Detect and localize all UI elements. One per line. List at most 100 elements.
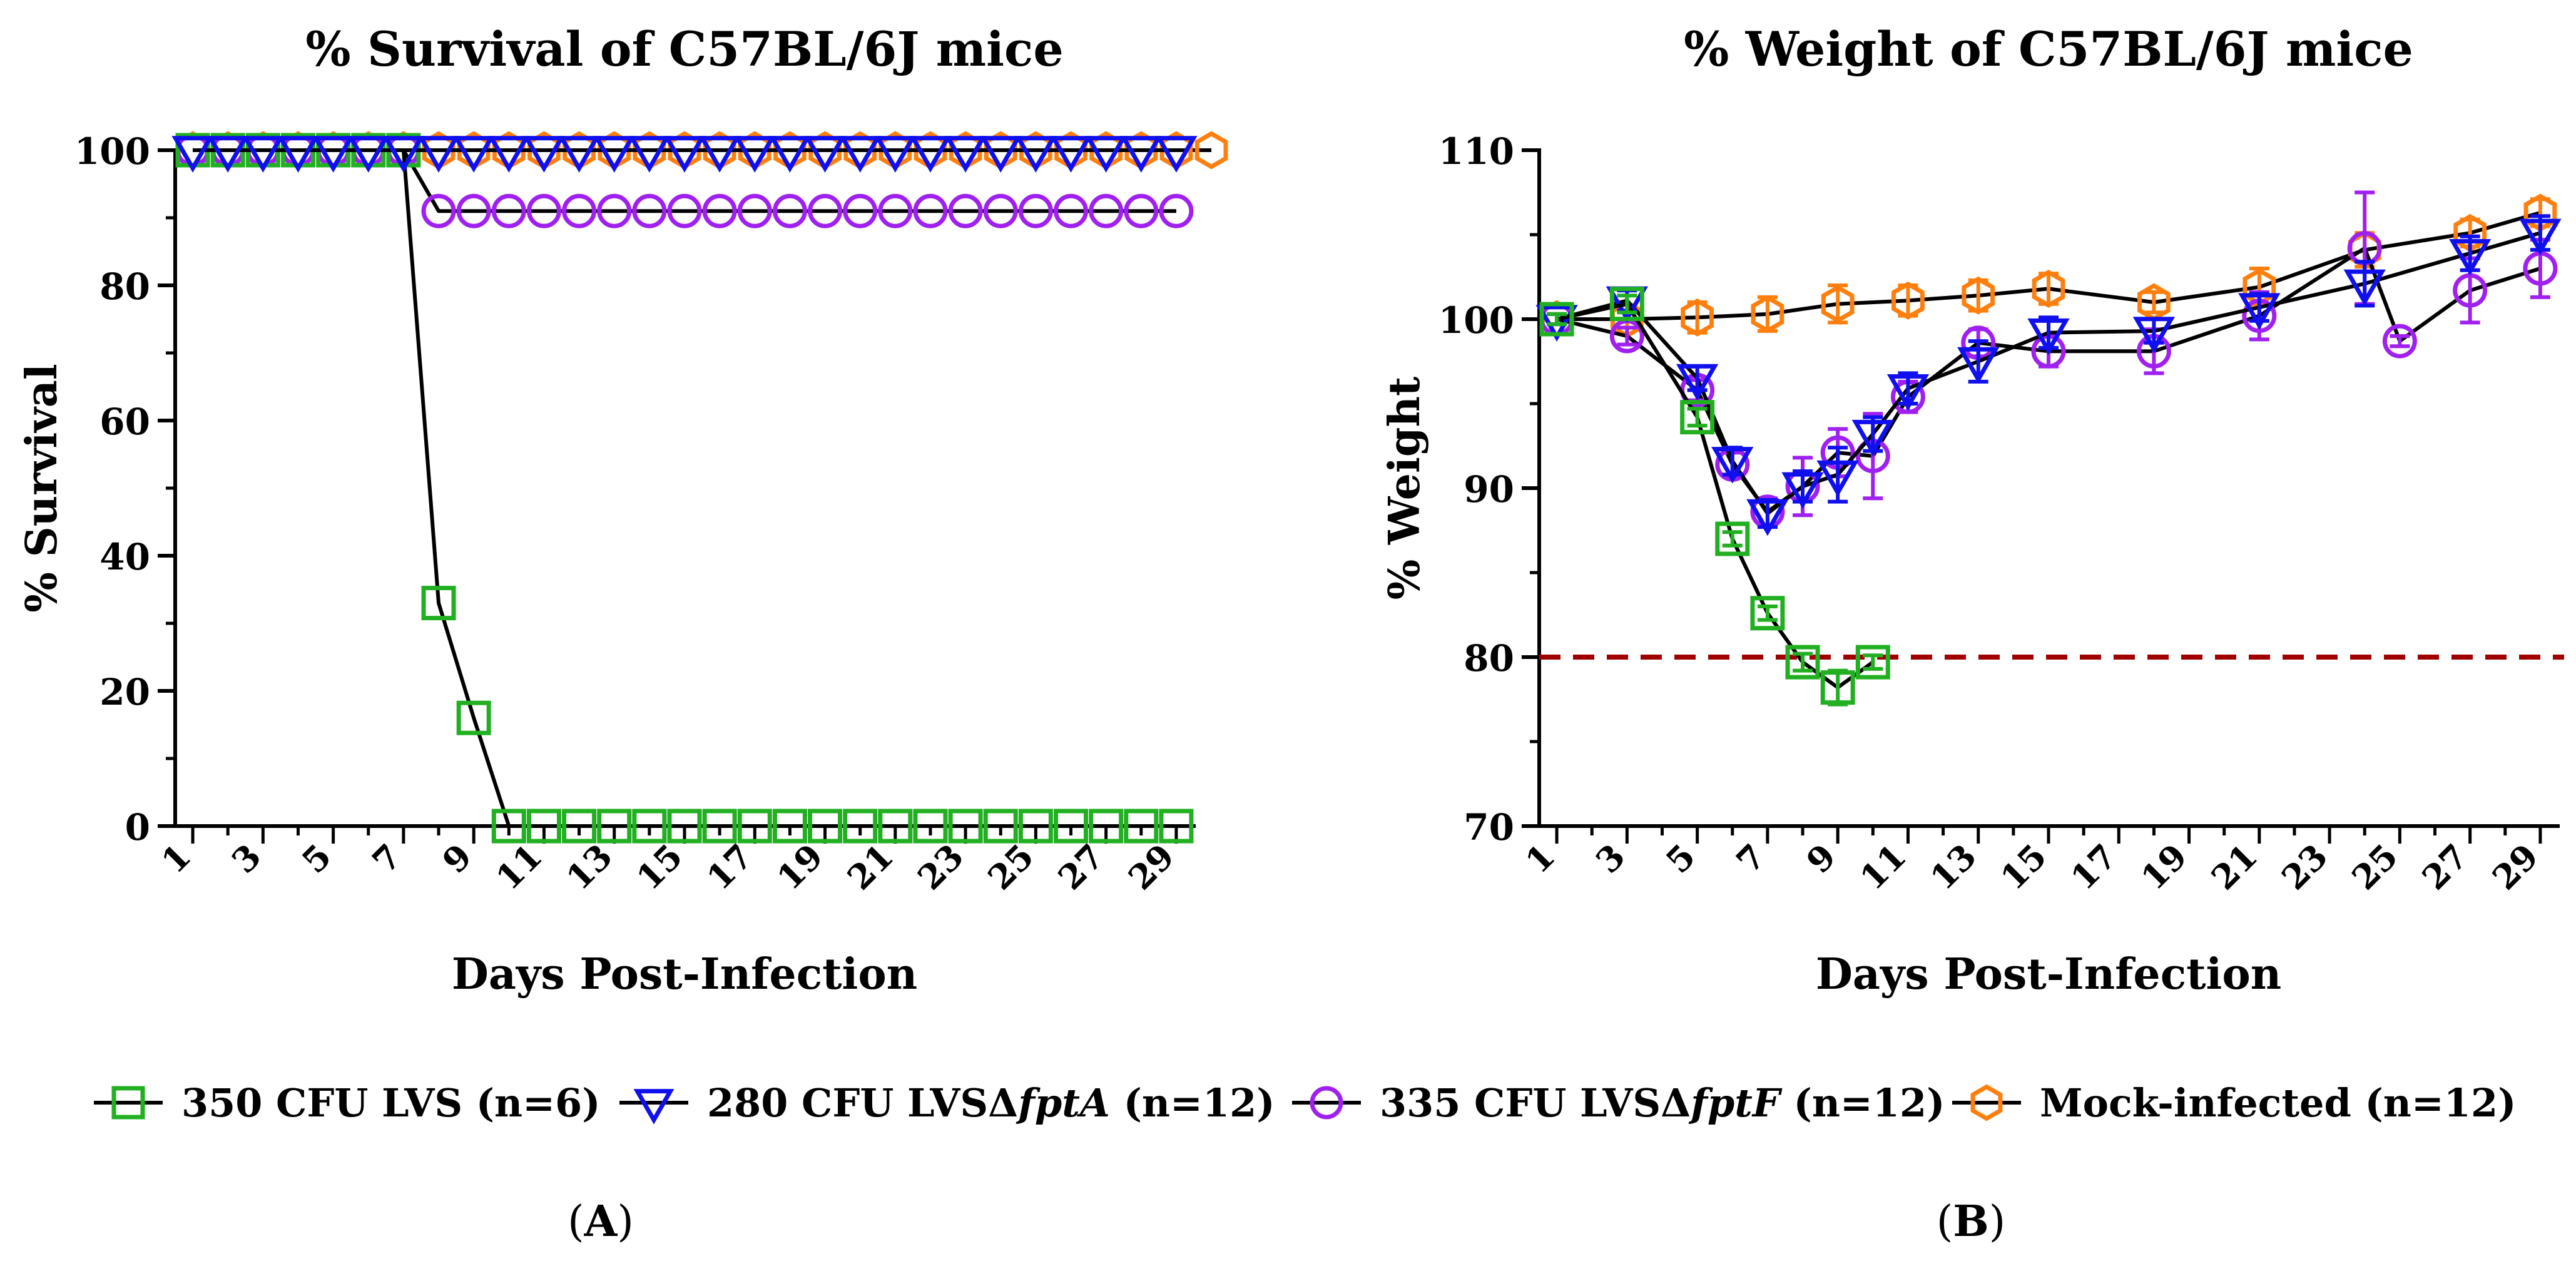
y-axis-label: % Survival (17, 364, 67, 612)
data-point (421, 193, 456, 228)
data-point (1049, 136, 1092, 173)
data-point (347, 136, 390, 173)
data-point (312, 136, 355, 173)
data-point (206, 136, 249, 173)
data-point (1089, 809, 1124, 844)
data-point (979, 136, 1022, 173)
x-axis-label: Days Post-Infection (1816, 949, 2281, 999)
x-tick-label: 29 (1121, 836, 1182, 897)
data-point (667, 193, 702, 228)
data-point (874, 136, 917, 173)
legend-label-prefix: 280 CFU LVSΔ (707, 1080, 1018, 1126)
data-point (2132, 317, 2176, 354)
panel-label-letter: B (1953, 1197, 1988, 1247)
y-tick-label: 70 (1464, 806, 1514, 849)
data-point (597, 193, 632, 228)
data-point (522, 136, 566, 173)
y-tick-label: 100 (74, 130, 150, 173)
data-point (557, 136, 601, 173)
data-point (1781, 472, 1824, 509)
legend-item-350-cfu-lvs: 350 CFU LVS (n=6) (94, 1080, 601, 1126)
legend-marker (1310, 1086, 1343, 1120)
series-350-cfu-lvs (175, 133, 1194, 844)
data-point (698, 136, 741, 173)
data-point (1715, 521, 1750, 556)
data-point (913, 193, 948, 228)
data-point (1676, 364, 1719, 401)
panel-labels: (A) (B) (568, 1197, 2005, 1247)
legend-marker (1970, 1084, 2003, 1121)
data-point (421, 586, 456, 621)
data-point (983, 809, 1018, 844)
data-point (491, 809, 526, 844)
data-point (983, 193, 1018, 228)
data-point (1054, 193, 1089, 228)
data-point (944, 136, 987, 173)
data-point (839, 136, 882, 173)
data-point (1124, 809, 1159, 844)
legend-label: Mock-infected (n=12) (2040, 1080, 2516, 1126)
data-point (843, 809, 878, 844)
x-tick-label: 21 (840, 836, 901, 897)
series-line (1556, 231, 2541, 516)
panel-label-close: ) (1989, 1197, 2006, 1247)
data-point (632, 193, 667, 228)
x-tick-label: 11 (1852, 836, 1913, 897)
x-tick-label: 21 (2204, 836, 2265, 897)
data-point (452, 136, 495, 173)
panel-label-a: (A) (568, 1197, 634, 1247)
data-point (2519, 218, 2562, 256)
data-point (382, 136, 425, 173)
data-point (1124, 193, 1159, 228)
data-point (1681, 298, 1714, 337)
data-point (2382, 324, 2417, 359)
data-point (628, 136, 671, 173)
chart-title: % Weight of C57BL/6J mice (1684, 21, 2413, 77)
y-tick-label: 80 (99, 265, 150, 308)
data-point (803, 136, 847, 173)
data-point (1855, 645, 1890, 680)
legend-label-suffix: (n=12) (2351, 1080, 2517, 1126)
data-point (1680, 400, 1715, 435)
legend-item-280-cfu-lvs-fpta: 280 CFU LVSΔfptA (n=12) (619, 1080, 1275, 1126)
data-point (909, 136, 952, 173)
data-point (1785, 645, 1820, 680)
data-point (1085, 136, 1128, 173)
panel-label-close: ) (617, 1197, 634, 1247)
data-point (772, 193, 807, 228)
data-point (526, 809, 561, 844)
data-point (1159, 809, 1194, 844)
data-point (737, 809, 772, 844)
y-tick-label: 110 (1438, 130, 1514, 173)
x-axis-label: Days Post-Infection (452, 949, 917, 999)
x-tick-label: 19 (769, 836, 830, 897)
data-point (487, 136, 530, 173)
data-point (562, 193, 597, 228)
x-tick-label: 17 (699, 836, 760, 897)
data-point (1194, 131, 1228, 170)
x-tick-label: 17 (2063, 836, 2124, 897)
data-point (1089, 193, 1124, 228)
data-point (2343, 269, 2386, 307)
data-point (1750, 596, 1785, 631)
x-tick-label: 19 (2133, 836, 2194, 897)
data-point (1886, 374, 1930, 411)
data-point (768, 136, 812, 173)
data-point (2027, 318, 2070, 355)
y-axis-label: % Weight (1380, 376, 1430, 600)
x-tick-label: 15 (1993, 836, 2054, 897)
y-tick-label: 20 (99, 671, 150, 713)
legend-label-gene: fptF (1688, 1080, 1783, 1126)
data-point (878, 809, 913, 844)
data-point (593, 136, 636, 173)
data-point (948, 809, 983, 844)
data-point (1891, 281, 1925, 320)
x-tick-label: 25 (2344, 836, 2405, 897)
data-point (1018, 809, 1053, 844)
series-line (1556, 302, 1875, 690)
data-point (808, 193, 843, 228)
x-tick-label: 23 (910, 836, 971, 897)
data-point (913, 809, 948, 844)
data-point (772, 809, 807, 844)
